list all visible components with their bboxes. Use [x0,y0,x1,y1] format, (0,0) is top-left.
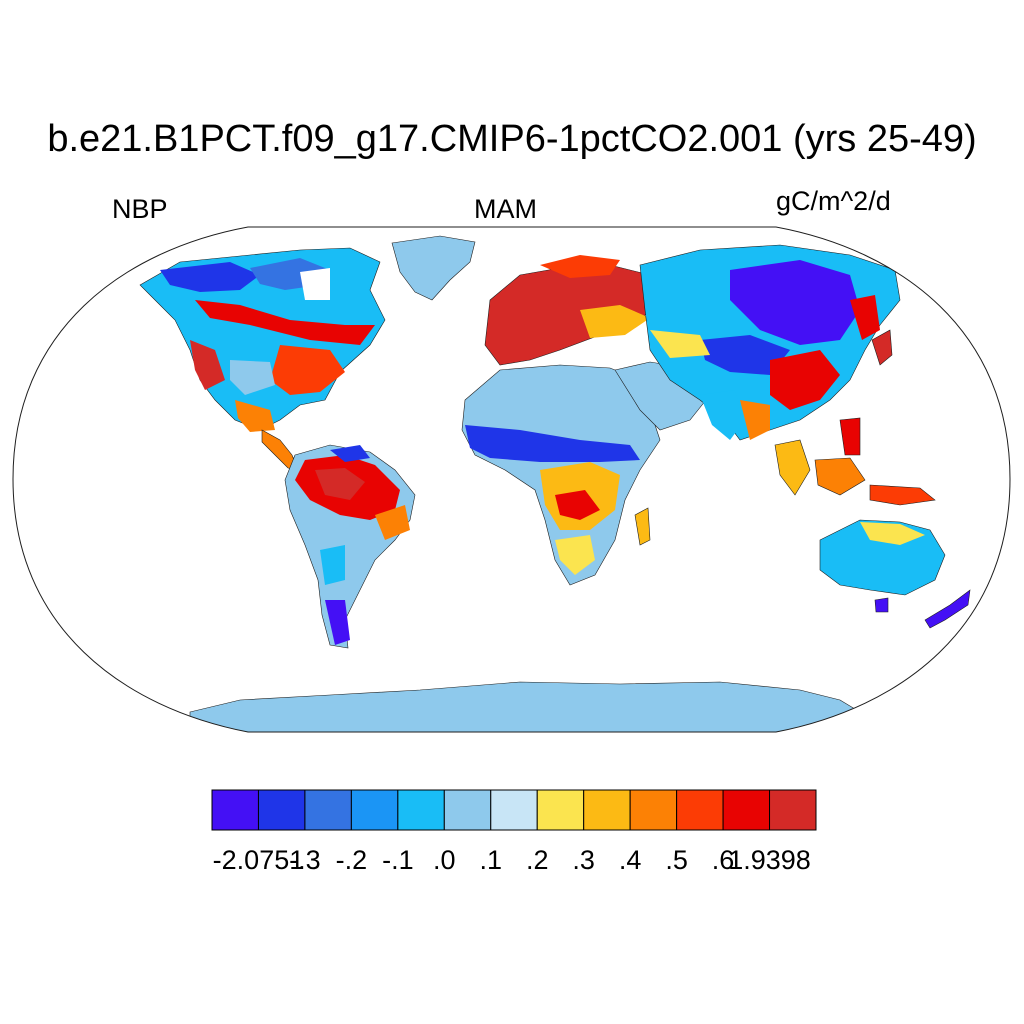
colorbar-tick-label: 1.9398 [728,845,811,875]
colorbar-swatch [443,789,492,831]
colorbar-swatch [350,789,399,831]
africa-region [461,364,661,586]
colorbar-swatch [722,789,771,831]
greenland-region [391,235,476,301]
colorbar-swatch [257,789,306,831]
europe-region [484,255,661,366]
north-america-region [139,247,386,432]
variable-label: NBP [112,194,168,224]
colorbar-swatch [304,789,352,831]
colorbar-tick-label: .3 [572,845,595,875]
south-america-region [284,444,416,649]
map-title: b.e21.B1PCT.f09_g17.CMIP6-1pctCO2.001 (y… [47,118,977,160]
colorbar-tick-label: -2.0751 [212,845,305,875]
colorbar-swatch [536,789,585,831]
units-label: gC/m^2/d [776,186,891,216]
japan-region [871,329,893,366]
colorbar [211,789,817,831]
new-zealand-region [924,589,971,629]
colorbar-swatch [629,789,678,831]
colorbar-tick-label: .1 [479,845,503,875]
colorbar-swatch [583,789,631,831]
colorbar-tick-label: .6 [711,845,735,875]
colorbar-tick-label: .5 [665,845,688,875]
colorbar-tick-label: -.3 [289,845,321,875]
colorbar-swatch [769,789,817,831]
colorbar-tick-label: -.1 [382,845,414,875]
globe-outline [12,226,1011,733]
colorbar-swatch [397,789,445,831]
australia-region [819,519,946,613]
asia-region [639,244,901,441]
colorbar-swatch [676,789,724,831]
colorbar-swatch [211,789,259,831]
antarctica-region [189,681,861,732]
colorbar-tick-label: .0 [433,845,456,875]
southeast-asia-region [774,417,936,506]
colorbar-tick-label: .4 [618,845,642,875]
colorbar-swatch [490,789,538,831]
season-label: MAM [474,194,537,224]
colorbar-tick-label: -.2 [335,845,368,875]
colorbar-tick-label: .2 [525,845,549,875]
